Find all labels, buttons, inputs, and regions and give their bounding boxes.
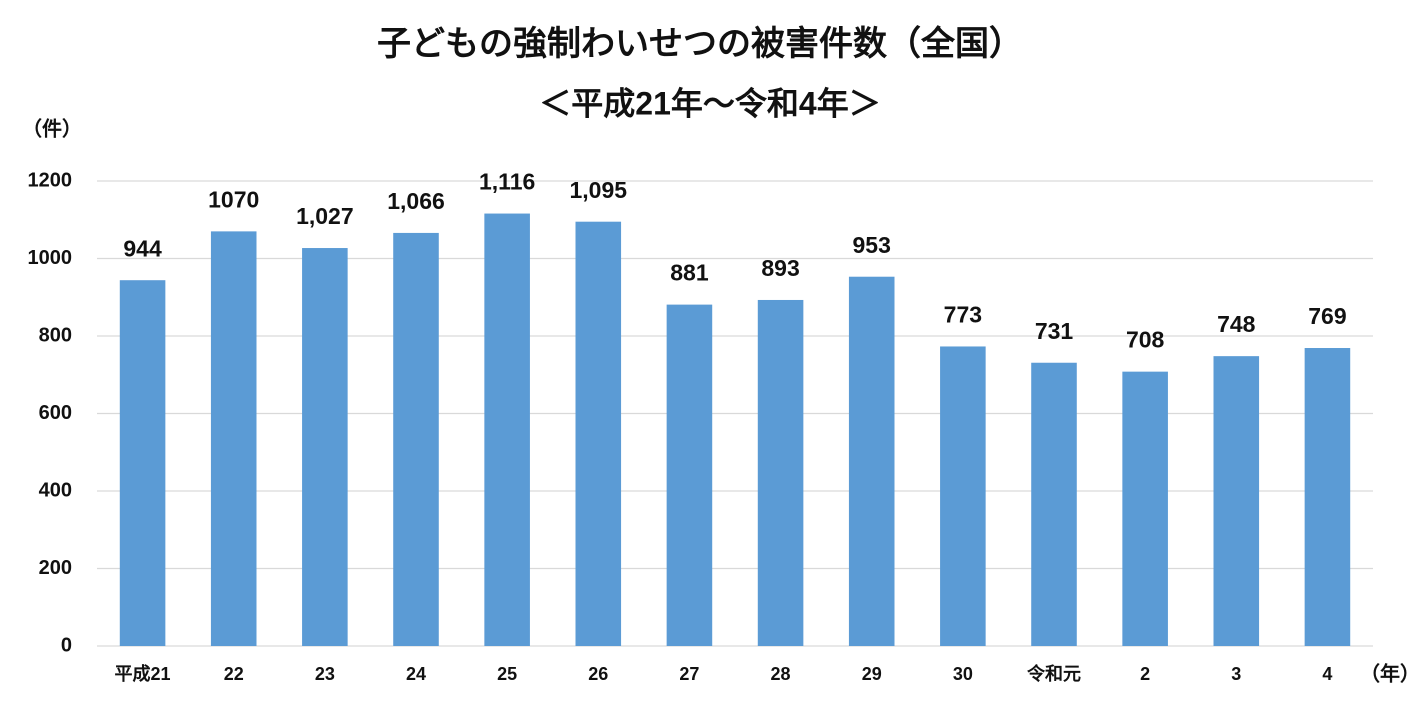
bar: [119, 280, 166, 646]
bar: [1031, 362, 1077, 646]
x-tick-label: 30: [953, 664, 973, 684]
bar: [1122, 371, 1168, 646]
x-tick-label: 4: [1322, 664, 1332, 684]
x-tick-label: 28: [771, 664, 791, 684]
value-label: 893: [761, 255, 799, 281]
bar: [210, 231, 257, 646]
x-tick-label: 26: [588, 664, 608, 684]
value-label: 944: [123, 235, 162, 261]
value-label: 881: [670, 260, 709, 286]
value-label: 708: [1126, 327, 1165, 353]
value-label: 731: [1035, 318, 1074, 344]
bar: [393, 232, 439, 647]
x-tick-label: 3: [1231, 664, 1241, 684]
bar: [575, 221, 622, 646]
value-label: 748: [1217, 311, 1256, 337]
bar: [302, 248, 348, 646]
y-tick-label: 1200: [28, 169, 73, 191]
bar: [484, 213, 530, 647]
value-label: 773: [944, 302, 982, 328]
value-label: 1070: [208, 186, 259, 212]
x-tick-label: 25: [497, 664, 517, 684]
value-label: 1,066: [387, 188, 445, 214]
value-label: 953: [853, 232, 891, 258]
y-tick-label: 200: [39, 557, 72, 579]
y-tick-label: 600: [39, 402, 72, 424]
x-tick-label: 27: [679, 664, 699, 684]
chart-title: 子どもの強制わいせつの被害件数（全国）: [377, 24, 1023, 63]
x-tick-label: 24: [406, 664, 426, 684]
value-label: 769: [1308, 303, 1346, 329]
x-tick-label: 29: [862, 664, 882, 684]
x-tick-label: 令和元: [1026, 663, 1081, 684]
y-tick-label: 0: [61, 634, 72, 656]
bar: [1213, 356, 1260, 646]
y-axis-label: （件）: [22, 116, 82, 140]
chart-subtitle: ＜平成21年～令和4年＞: [539, 85, 880, 121]
bar: [940, 346, 986, 646]
bar: [757, 299, 804, 646]
bar: [848, 276, 895, 646]
value-label: 1,116: [479, 169, 535, 195]
bar: [1304, 348, 1351, 646]
y-tick-label: 1000: [28, 247, 73, 269]
y-tick-label: 400: [39, 479, 72, 501]
bar: [666, 304, 713, 646]
value-label: 1,095: [570, 177, 628, 203]
x-tick-label: 平成21: [115, 663, 171, 684]
value-label: 1,027: [296, 203, 354, 229]
x-tick-label: 2: [1140, 664, 1150, 684]
x-tick-label: 23: [315, 664, 335, 684]
y-tick-label: 800: [39, 324, 72, 346]
x-axis-label: （年）: [1360, 661, 1420, 685]
x-tick-label: 22: [224, 664, 244, 684]
